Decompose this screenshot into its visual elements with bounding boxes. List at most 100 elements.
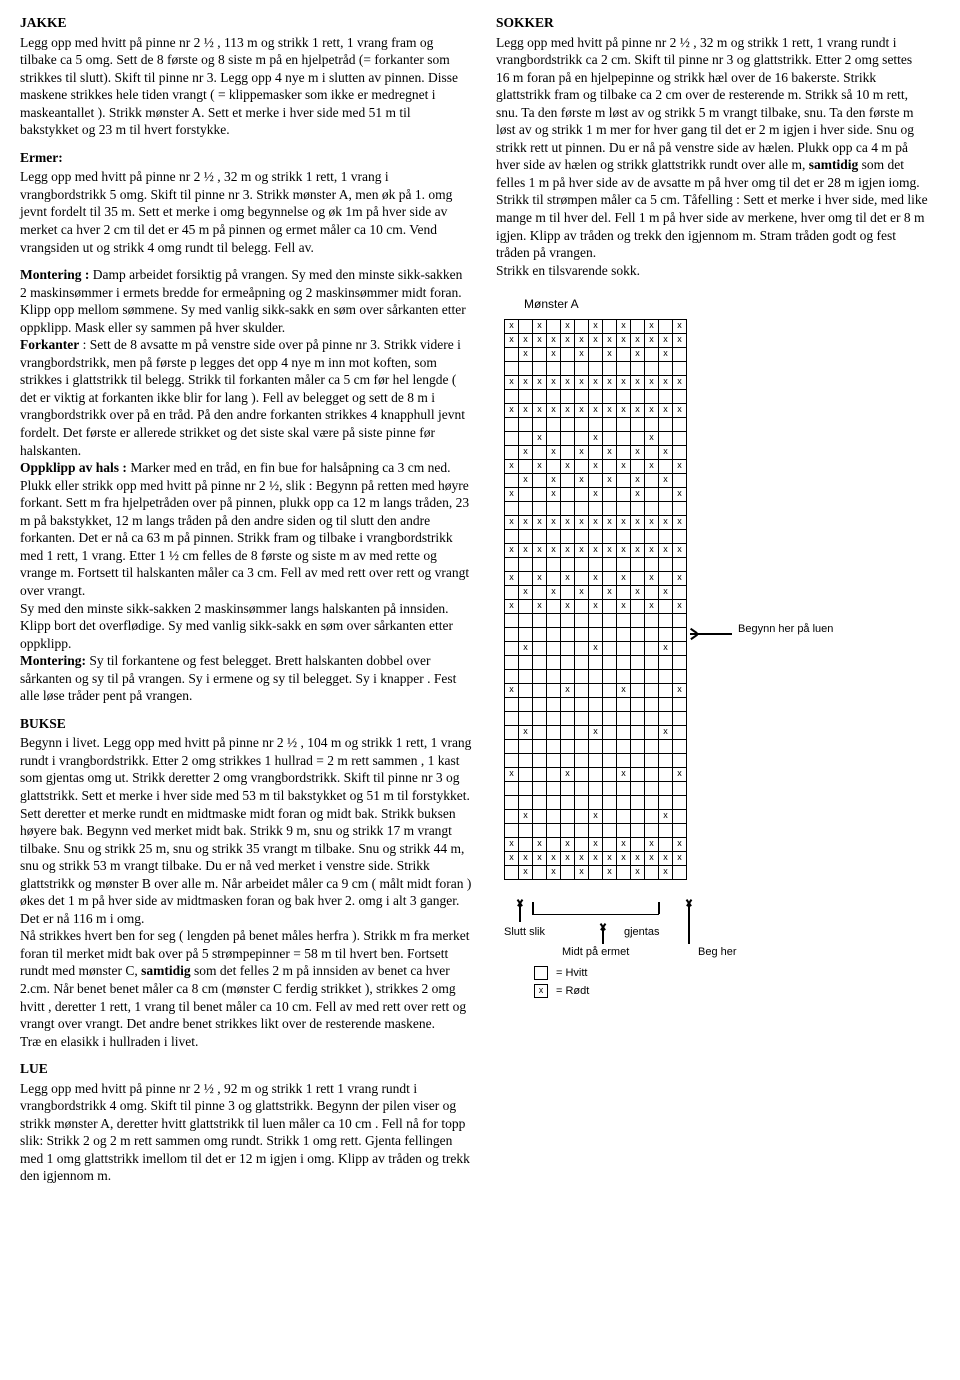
pattern-cell — [631, 599, 645, 613]
pattern-cell — [519, 613, 533, 627]
pattern-cell: x — [673, 459, 687, 473]
pattern-cell: x — [631, 375, 645, 389]
pattern-cell — [645, 445, 659, 459]
pattern-cell — [673, 627, 687, 641]
pattern-cell: x — [603, 515, 617, 529]
pattern-cell — [645, 767, 659, 781]
pattern-cell: x — [547, 585, 561, 599]
pattern-cell — [659, 319, 673, 333]
pattern-cell — [533, 445, 547, 459]
pattern-cell — [617, 781, 631, 795]
label-gjentas2: gjentas — [624, 926, 659, 939]
pattern-cell: x — [505, 851, 519, 865]
bracket-gjentas-r — [658, 902, 660, 914]
pattern-cell: x — [589, 487, 603, 501]
pattern-cell — [547, 529, 561, 543]
pattern-cell — [617, 739, 631, 753]
pattern-cell: x — [589, 641, 603, 655]
pattern-cell — [617, 865, 631, 879]
pattern-cell — [533, 347, 547, 361]
pattern-cell — [589, 501, 603, 515]
pattern-cell — [603, 501, 617, 515]
pattern-cell — [631, 431, 645, 445]
pattern-cell — [645, 669, 659, 683]
pattern-cell — [659, 613, 673, 627]
pattern-cell — [519, 823, 533, 837]
pattern-cell — [617, 753, 631, 767]
pattern-cell: x — [519, 865, 533, 879]
pattern-cell — [505, 641, 519, 655]
pattern-cell: x — [533, 851, 547, 865]
pattern-cell: x — [519, 725, 533, 739]
pattern-cell — [617, 417, 631, 431]
pattern-cell — [631, 627, 645, 641]
label-begynn: Begynn her på luen — [738, 623, 833, 636]
pattern-cell — [533, 781, 547, 795]
pattern-cell: x — [673, 403, 687, 417]
pattern-cell: x — [673, 333, 687, 347]
bracket-gjentas-h — [532, 914, 659, 916]
pattern-cell — [659, 837, 673, 851]
pattern-cell: x — [505, 571, 519, 585]
pattern-cell — [547, 417, 561, 431]
pattern-cell — [575, 837, 589, 851]
pattern-cell — [659, 599, 673, 613]
forkanter-body: : Sett de 8 avsatte m på venstre side ov… — [20, 337, 465, 457]
pattern-cell — [589, 795, 603, 809]
pattern-cell — [575, 641, 589, 655]
pattern-cell: x — [589, 431, 603, 445]
legend-rodt: x = Rødt — [534, 984, 928, 998]
pattern-cell — [631, 557, 645, 571]
montering-lead: Montering : — [20, 267, 93, 282]
pattern-cell — [519, 655, 533, 669]
pattern-cell: x — [575, 585, 589, 599]
pattern-a: Mønster A xxxxxxxxxxxxxxxxxxxxxxxxxxxxxx… — [504, 297, 928, 998]
pattern-cell: x — [631, 333, 645, 347]
pattern-cell: x — [617, 543, 631, 557]
pattern-cell — [533, 865, 547, 879]
pattern-cell — [645, 725, 659, 739]
pattern-cell — [533, 795, 547, 809]
pattern-cell: x — [659, 473, 673, 487]
pattern-cell — [673, 445, 687, 459]
pattern-cell — [631, 613, 645, 627]
pattern-cell — [547, 711, 561, 725]
pattern-cell: x — [519, 333, 533, 347]
pattern-cell — [659, 431, 673, 445]
pattern-cell — [519, 529, 533, 543]
pattern-cell: x — [533, 403, 547, 417]
pattern-cell — [603, 669, 617, 683]
pattern-cell: x — [519, 585, 533, 599]
lue-title: LUE — [20, 1060, 472, 1078]
pattern-cell — [617, 823, 631, 837]
pattern-cell — [645, 655, 659, 669]
pattern-cell — [519, 781, 533, 795]
pattern-cell — [561, 725, 575, 739]
pattern-cell — [533, 809, 547, 823]
pattern-cell: x — [505, 333, 519, 347]
pattern-cell: x — [547, 403, 561, 417]
pattern-cell — [547, 641, 561, 655]
pattern-cell: x — [631, 515, 645, 529]
pattern-cell — [561, 361, 575, 375]
pattern-cell — [533, 655, 547, 669]
pattern-cell: x — [645, 431, 659, 445]
pattern-cell — [645, 823, 659, 837]
pattern-cell — [589, 627, 603, 641]
pattern-cell: x — [673, 599, 687, 613]
pattern-cell: x — [561, 767, 575, 781]
pattern-cell — [575, 753, 589, 767]
pattern-cell — [533, 669, 547, 683]
pattern-cell — [673, 557, 687, 571]
pattern-cell — [505, 347, 519, 361]
pattern-cell — [505, 501, 519, 515]
sokker-text2: som det felles 1 m på hver side av de av… — [496, 157, 928, 277]
pattern-cell — [659, 683, 673, 697]
legend: = Hvitt x = Rødt — [534, 966, 928, 999]
pattern-cell — [547, 795, 561, 809]
pattern-cell: x — [659, 347, 673, 361]
pattern-cell — [547, 431, 561, 445]
pattern-cell: x — [533, 571, 547, 585]
pattern-cell: x — [631, 473, 645, 487]
pattern-cell: x — [589, 375, 603, 389]
